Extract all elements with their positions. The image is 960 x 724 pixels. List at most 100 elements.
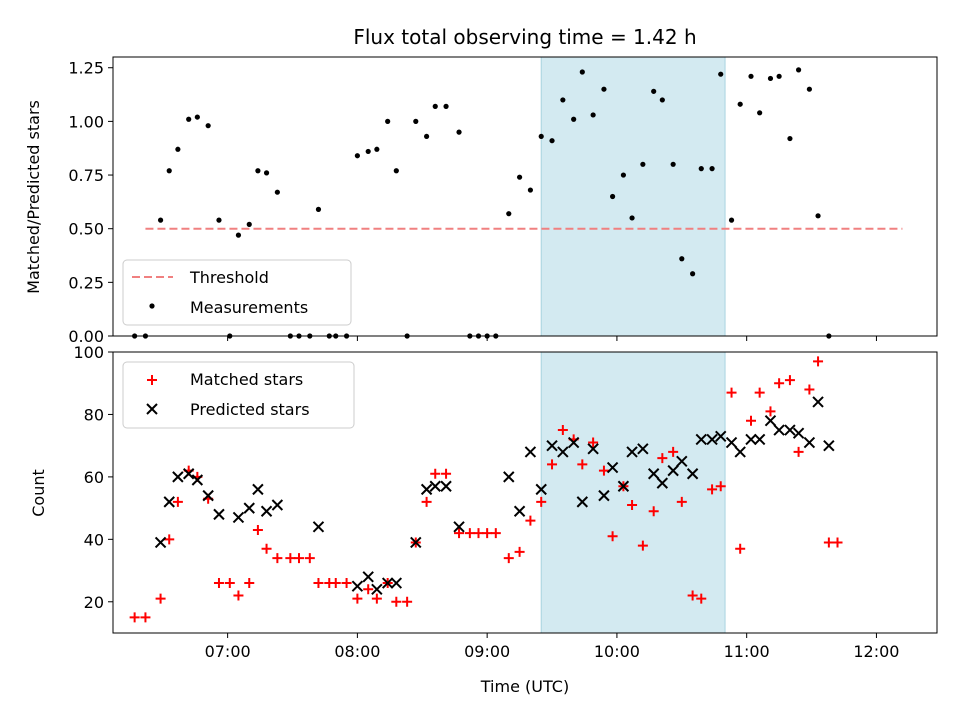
predicted-star-point (656, 477, 669, 489)
predicted-star-point (252, 483, 264, 496)
measurement-point (549, 138, 555, 144)
predicted-star-point (647, 468, 660, 480)
predicted-star-point (524, 446, 537, 458)
matched-star-point (402, 596, 413, 607)
matched-star-point (715, 481, 726, 492)
matched-star-point (164, 534, 175, 545)
measurement-point (601, 86, 607, 92)
legend-matched-swatch (147, 375, 157, 385)
top-legend: Threshold Measurements (122, 259, 352, 326)
predicted-star-point (667, 464, 679, 477)
measurement-point (737, 101, 743, 107)
measurement-point (679, 256, 685, 262)
predicted-star-point (271, 499, 284, 511)
predicted-star-point (243, 502, 255, 514)
x-tick-label: 07:00 (205, 642, 251, 661)
measurement-point (806, 86, 812, 92)
bottom-y-tick-label: 80 (84, 405, 104, 424)
measurement-point (423, 133, 430, 140)
matched-star-point (536, 496, 547, 507)
legend-predicted-swatch (146, 403, 158, 415)
matched-star-point (547, 459, 558, 470)
measurement-point (274, 189, 280, 195)
predicted-star-point (381, 577, 394, 589)
bottom-y-tick-label: 20 (84, 593, 104, 612)
matched-star-point (441, 468, 452, 479)
matched-star-point (577, 459, 588, 470)
matched-star-point (172, 496, 183, 507)
predicted-star-point (429, 480, 441, 492)
matched-star-point (754, 387, 765, 398)
top-y-tick-label: 0.50 (68, 220, 104, 239)
predicted-star-point (312, 521, 325, 533)
matched-star-point (261, 543, 272, 554)
measurement-point (640, 161, 646, 167)
predicted-star-point (163, 496, 175, 508)
matched-star-point (707, 484, 718, 495)
top-y-tick-label: 0.75 (68, 166, 104, 185)
matched-star-point (676, 496, 687, 507)
chart-title: Flux total observing time = 1.42 h (353, 25, 696, 49)
matched-star-point (272, 553, 283, 564)
predicted-star-point (745, 433, 757, 446)
matched-star-point (473, 528, 484, 539)
measurement-point (205, 123, 211, 129)
predicted-star-point (706, 433, 718, 446)
measurement-point (235, 232, 242, 238)
measurement-point (393, 168, 399, 174)
predicted-star-point (606, 461, 619, 474)
matched-star-point (371, 593, 382, 604)
matched-star-point (804, 384, 815, 395)
measurement-point (629, 215, 635, 221)
predicted-star-point (715, 430, 727, 443)
matched-star-point (363, 584, 374, 595)
legend-threshold-label: Threshold (189, 268, 269, 287)
measurement-point (590, 112, 596, 118)
top-y-tick-label: 0.00 (68, 327, 104, 346)
bottom-series-2 (154, 396, 835, 595)
predicted-star-point (535, 483, 547, 496)
measurement-point (609, 193, 616, 200)
matched-star-point (224, 578, 235, 589)
matched-star-point (490, 528, 501, 539)
predicted-star-point (202, 489, 214, 502)
x-axis-label: Time (UTC) (480, 677, 569, 696)
matched-star-point (726, 387, 737, 398)
measurement-point (748, 73, 754, 79)
measurement-point (432, 103, 438, 109)
predicted-star-point (154, 536, 167, 549)
measurement-point (385, 118, 391, 124)
matched-star-point (244, 578, 255, 589)
measurement-point (246, 221, 252, 227)
matched-star-point (430, 468, 441, 479)
x-tick-label: 11:00 (724, 642, 770, 661)
bottom-highlight-span (540, 351, 726, 634)
matched-star-point (391, 596, 402, 607)
matched-star-point (140, 612, 151, 623)
matched-star-point (341, 578, 352, 589)
matched-star-point (696, 593, 707, 604)
top-y-tick-label: 1.25 (68, 59, 104, 78)
matched-star-point (627, 499, 638, 510)
matched-star-point (813, 356, 824, 367)
predicted-star-point (792, 427, 805, 439)
measurement-point (315, 206, 322, 212)
measurement-point (527, 187, 534, 193)
predicted-star-point (764, 414, 777, 427)
matched-star-point (454, 528, 465, 539)
legend-matched-label: Matched stars (190, 370, 303, 389)
matched-star-point (598, 465, 609, 476)
predicted-star-point (410, 536, 422, 549)
predicted-star-point (576, 496, 589, 508)
x-tick-label: 08:00 (334, 642, 380, 661)
predicted-star-point (598, 489, 610, 502)
measurement-point (787, 135, 793, 142)
matched-star-point (213, 578, 224, 589)
predicted-star-point (626, 446, 638, 458)
measurement-point (374, 146, 380, 152)
matched-star-point (293, 553, 304, 564)
predicted-star-point (503, 471, 515, 483)
bottom-legend-box (122, 361, 355, 429)
predicted-star-point (390, 577, 403, 589)
measurement-point (186, 116, 192, 122)
